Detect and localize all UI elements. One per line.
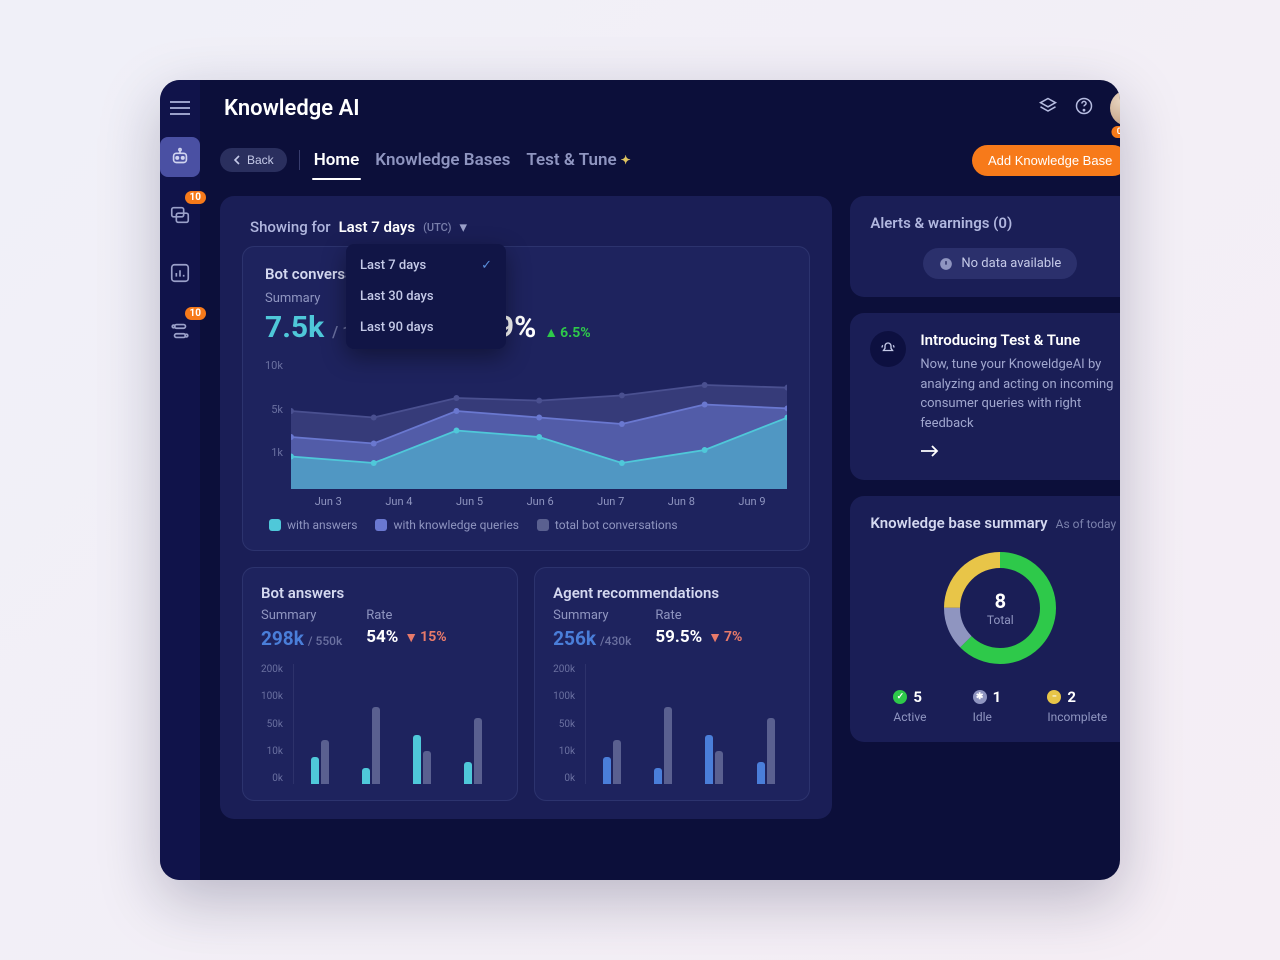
filter-row: Showing for Last 7 days (UTC) ▾ Last 7 d… (242, 214, 810, 246)
dropdown-item-7[interactable]: Last 7 days✓ (346, 250, 506, 281)
kb-asof: As of today (1056, 517, 1117, 531)
area-chart-svg (291, 359, 787, 489)
main-card: Showing for Last 7 days (UTC) ▾ Last 7 d… (220, 196, 832, 819)
area-chart: 10k 5k 1k (265, 359, 787, 489)
ar-delta: ▼ 7% (708, 629, 742, 646)
nav-analytics-icon[interactable] (160, 253, 200, 293)
nav-flow-icon[interactable]: 10 (160, 311, 200, 351)
tab-test-tune[interactable]: Test & Tune✦ (524, 146, 632, 174)
layers-icon[interactable] (1038, 96, 1058, 120)
dropdown-item-90[interactable]: Last 90 days (346, 312, 506, 343)
conversations-title: Bot conversations with answers (265, 265, 787, 283)
topbar-actions: 02:14 (1038, 90, 1120, 126)
y-axis: 10k 5k 1k (265, 359, 291, 459)
intro-card[interactable]: Introducing Test & Tune Now, tune your K… (850, 313, 1120, 480)
filter-period: Last 7 days (339, 218, 416, 236)
filter-label: Showing for (250, 218, 331, 236)
tabbar: Back Home Knowledge Bases Test & Tune✦ A… (200, 136, 1120, 184)
nav-chat-icon[interactable]: 10 (160, 195, 200, 235)
bot-answers-card: Bot answers Summary 298k / 550k Rate 54%… (242, 567, 518, 801)
kb-stats: ✓5Active✱1Idle−2Incomplete (870, 688, 1120, 724)
topbar: Knowledge AI 02:14 (200, 80, 1120, 136)
conv-delta: ▲ 6.5% (544, 324, 590, 341)
kb-summary-card: Knowledge base summary As of today 8 Tot… (850, 496, 1120, 742)
alerts-title: Alerts & warnings (0) (870, 214, 1120, 232)
back-label: Back (247, 153, 274, 167)
check-icon: ✓ (481, 258, 492, 273)
sparkle-icon: ✦ (621, 153, 631, 167)
nav-bot-icon[interactable] (160, 137, 200, 177)
arrow-link-icon[interactable] (920, 443, 1120, 462)
period-dropdown: Last 7 days✓ Last 30 days Last 90 days (346, 244, 506, 349)
content: Showing for Last 7 days (UTC) ▾ Last 7 d… (200, 184, 1120, 880)
kb-title: Knowledge base summary (870, 514, 1047, 532)
col-left: Showing for Last 7 days (UTC) ▾ Last 7 d… (220, 196, 832, 880)
ar-value: 256k (553, 627, 596, 650)
col-right: Alerts & warnings (0) No data available … (850, 196, 1120, 880)
flow-badge: 10 (185, 307, 206, 320)
tab-knowledge-bases[interactable]: Knowledge Bases (373, 146, 512, 174)
agent-rec-card: Agent recommendations Summary 256k /430k… (534, 567, 810, 801)
alerts-card: Alerts & warnings (0) No data available (850, 196, 1120, 297)
intro-title: Introducing Test & Tune (920, 331, 1120, 349)
dropdown-trigger-icon[interactable]: ▾ (460, 218, 468, 236)
ba-rate: 54% (366, 627, 398, 647)
bell-icon (870, 331, 906, 367)
no-data-pill: No data available (923, 248, 1077, 279)
ar-title: Agent recommendations (553, 584, 791, 602)
avatar (1110, 90, 1120, 126)
ar-barchart: 200k100k50k10k0k (553, 664, 791, 784)
chat-badge: 10 (185, 191, 206, 204)
main: Knowledge AI 02:14 Back (200, 80, 1120, 880)
filter-tz: (UTC) (423, 221, 451, 234)
intro-body: Now, tune your KnoweldgeAI by analyzing … (920, 355, 1120, 433)
donut-label: Total (987, 613, 1014, 627)
menu-icon[interactable] (170, 100, 190, 119)
ba-barchart: 200k100k50k10k0k (261, 664, 499, 784)
add-kb-button[interactable]: Add Knowledge Base (972, 145, 1120, 176)
ba-sub: / 550k (308, 634, 342, 648)
conv-value: 7.5k (265, 310, 324, 345)
bottom-cards: Bot answers Summary 298k / 550k Rate 54%… (242, 567, 810, 801)
ar-rate: 59.5% (655, 627, 702, 647)
ba-delta: ▼ 15% (404, 629, 446, 646)
dropdown-item-30[interactable]: Last 30 days (346, 281, 506, 312)
back-button[interactable]: Back (220, 148, 287, 172)
chart-legend: with answerswith knowledge queriestotal … (265, 518, 787, 532)
app-shell: 10 10 Knowledge AI 02:14 (160, 80, 1120, 880)
time-badge: 02:14 (1112, 126, 1120, 138)
divider (299, 150, 300, 170)
tab-home[interactable]: Home (312, 146, 362, 174)
brand-title: Knowledge AI (224, 96, 360, 121)
donut-total: 8 (995, 589, 1006, 613)
avatar-wrap[interactable]: 02:14 (1110, 90, 1120, 126)
donut-chart: 8 Total (870, 548, 1120, 668)
conversations-card: Bot conversations with answers Summary 7… (242, 246, 810, 551)
ba-title: Bot answers (261, 584, 499, 602)
ar-sub: /430k (600, 634, 631, 648)
x-axis: Jun 3Jun 4Jun 5Jun 6Jun 7Jun 8Jun 9 (265, 495, 787, 508)
help-icon[interactable] (1074, 96, 1094, 120)
ba-value: 298k (261, 627, 304, 650)
sidebar: 10 10 (160, 80, 200, 880)
